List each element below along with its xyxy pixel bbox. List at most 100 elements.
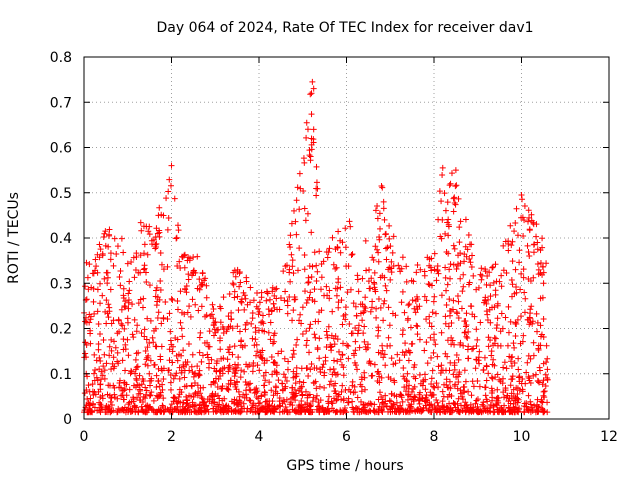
roti-point — [452, 183, 459, 190]
roti-point — [490, 342, 497, 349]
roti-point — [118, 306, 125, 313]
roti-point — [96, 280, 103, 287]
roti-point — [256, 367, 263, 374]
roti-point — [419, 407, 426, 414]
roti-point — [455, 314, 462, 321]
roti-point — [255, 305, 262, 312]
roti-point — [124, 260, 131, 267]
roti-point — [335, 275, 342, 282]
roti-point — [409, 340, 416, 347]
roti-point — [544, 376, 551, 383]
roti-point — [327, 366, 334, 373]
roti-point — [369, 254, 376, 261]
roti-point — [114, 349, 121, 356]
roti-point — [318, 261, 325, 268]
roti-point — [164, 226, 171, 233]
roti-point — [492, 335, 499, 342]
roti-point — [375, 258, 382, 265]
roti-point — [108, 320, 115, 327]
roti-point — [405, 391, 412, 398]
roti-point — [453, 309, 460, 316]
roti-point — [422, 371, 429, 378]
roti-point — [524, 359, 531, 366]
y-tick-label: 0.7 — [50, 95, 72, 111]
roti-point — [391, 408, 398, 415]
roti-point — [468, 241, 475, 248]
roti-point — [160, 212, 167, 219]
roti-point — [157, 278, 164, 285]
roti-point — [224, 386, 231, 393]
roti-point — [437, 233, 444, 240]
roti-point — [173, 234, 180, 241]
roti-point — [386, 222, 393, 229]
roti-point — [442, 274, 449, 281]
roti-point — [286, 269, 293, 276]
roti-point — [511, 359, 518, 366]
roti-point — [91, 351, 98, 358]
roti-point — [231, 343, 238, 350]
roti-point — [244, 405, 251, 412]
roti-point — [443, 376, 450, 383]
roti-point — [498, 408, 505, 415]
roti-point — [251, 342, 258, 349]
roti-point — [284, 302, 291, 309]
roti-point — [259, 327, 266, 334]
roti-point — [494, 321, 501, 328]
roti-point — [166, 310, 173, 317]
roti-point — [539, 399, 546, 406]
roti-point — [298, 365, 305, 372]
roti-point — [414, 323, 421, 330]
roti-point — [145, 228, 152, 235]
roti-point — [163, 195, 170, 202]
roti-point — [435, 384, 442, 391]
roti-point — [105, 314, 112, 321]
roti-point — [373, 409, 380, 416]
roti-point — [442, 350, 449, 357]
roti-point — [445, 406, 452, 413]
roti-point — [283, 396, 290, 403]
roti-point — [374, 377, 381, 384]
roti-point — [507, 318, 514, 325]
roti-point — [196, 334, 203, 341]
roti-point — [373, 314, 380, 321]
roti-point — [315, 318, 322, 325]
roti-point — [114, 409, 121, 416]
roti-point — [273, 362, 280, 369]
roti-point — [382, 392, 389, 399]
roti-point — [370, 256, 377, 263]
x-tick-label: 0 — [80, 429, 89, 445]
roti-point — [413, 293, 420, 300]
roti-point — [439, 171, 446, 178]
roti-point — [388, 258, 395, 265]
roti-point — [287, 244, 294, 251]
roti-point — [299, 330, 306, 337]
roti-point — [359, 317, 366, 324]
roti-point — [290, 347, 297, 354]
roti-point — [388, 269, 395, 276]
roti-point — [293, 231, 300, 238]
roti-point — [533, 310, 540, 317]
roti-point — [525, 392, 532, 399]
roti-point — [349, 398, 356, 405]
roti-point — [457, 339, 464, 346]
roti-point — [535, 345, 542, 352]
roti-point — [544, 409, 551, 416]
roti-point — [451, 400, 458, 407]
roti-point — [419, 395, 426, 402]
roti-point — [117, 384, 124, 391]
roti-point — [458, 305, 465, 312]
roti-point — [282, 263, 289, 270]
roti-point — [473, 342, 480, 349]
roti-point — [159, 381, 166, 388]
roti-point — [447, 275, 454, 282]
roti-point — [198, 394, 205, 401]
roti-point — [110, 262, 117, 269]
roti-point — [462, 318, 469, 325]
roti-point — [174, 306, 181, 313]
roti-point — [392, 312, 399, 319]
roti-point — [427, 389, 434, 396]
roti-point — [341, 404, 348, 411]
roti-point — [140, 266, 147, 273]
roti-point — [354, 366, 361, 373]
roti-point — [487, 337, 494, 344]
